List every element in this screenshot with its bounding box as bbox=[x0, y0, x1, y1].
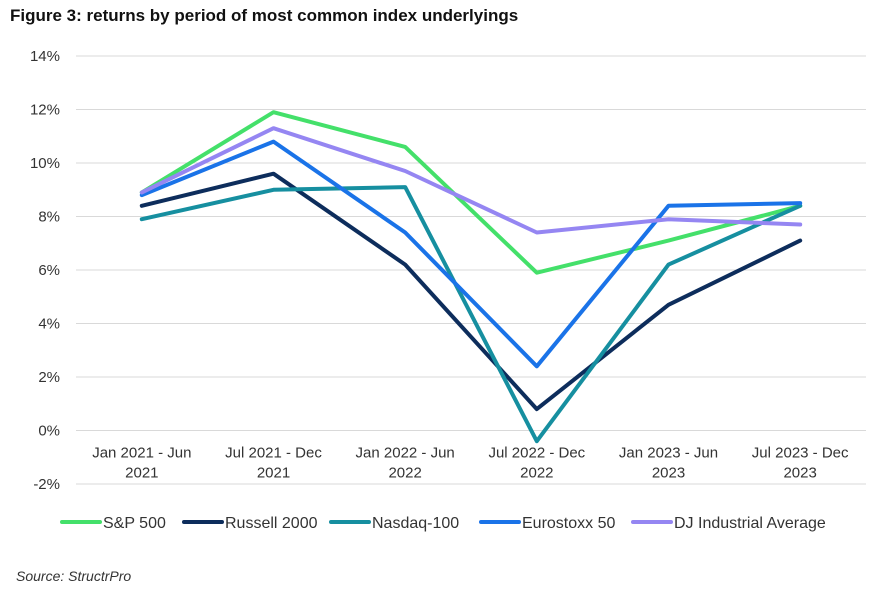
legend-label: S&P 500 bbox=[103, 515, 166, 532]
x-tick-label: 2023 bbox=[783, 465, 816, 482]
x-tick-label: 2021 bbox=[125, 465, 158, 482]
series-line bbox=[139, 110, 803, 275]
series-line bbox=[139, 185, 803, 444]
series-line bbox=[139, 171, 803, 412]
x-tick-label: Jan 2021 - Jun bbox=[92, 445, 191, 462]
x-tick-label: Jan 2022 - Jun bbox=[356, 445, 455, 462]
x-tick-label: Jul 2021 - Dec bbox=[225, 445, 322, 462]
legend-label: Russell 2000 bbox=[225, 515, 318, 532]
y-tick-label: 0% bbox=[38, 423, 60, 440]
y-tick-label: 12% bbox=[30, 102, 60, 119]
x-tick-label: Jan 2023 - Jun bbox=[619, 445, 718, 462]
series-line bbox=[139, 126, 803, 235]
series-line bbox=[139, 139, 803, 369]
y-tick-label: 10% bbox=[30, 155, 60, 172]
y-tick-label: 8% bbox=[38, 209, 60, 226]
x-tick-label: 2023 bbox=[652, 465, 685, 482]
x-tick-label: Jul 2023 - Dec bbox=[752, 445, 849, 462]
x-tick-label: 2022 bbox=[520, 465, 553, 482]
y-tick-label: 6% bbox=[38, 262, 60, 279]
y-tick-label: 2% bbox=[38, 369, 60, 386]
y-tick-label: 14% bbox=[30, 48, 60, 65]
legend-label: DJ Industrial Average bbox=[674, 515, 826, 532]
legend-label: Nasdaq-100 bbox=[372, 515, 459, 532]
x-tick-label: 2022 bbox=[388, 465, 421, 482]
x-tick-label: 2021 bbox=[257, 465, 290, 482]
legend-label: Eurostoxx 50 bbox=[522, 515, 615, 532]
y-tick-label: -2% bbox=[33, 476, 60, 493]
x-tick-label: Jul 2022 - Dec bbox=[488, 445, 585, 462]
chart-title: Figure 3: returns by period of most comm… bbox=[10, 6, 519, 25]
source-note: Source: StructrPro bbox=[16, 568, 132, 584]
y-tick-label: 4% bbox=[38, 316, 60, 333]
